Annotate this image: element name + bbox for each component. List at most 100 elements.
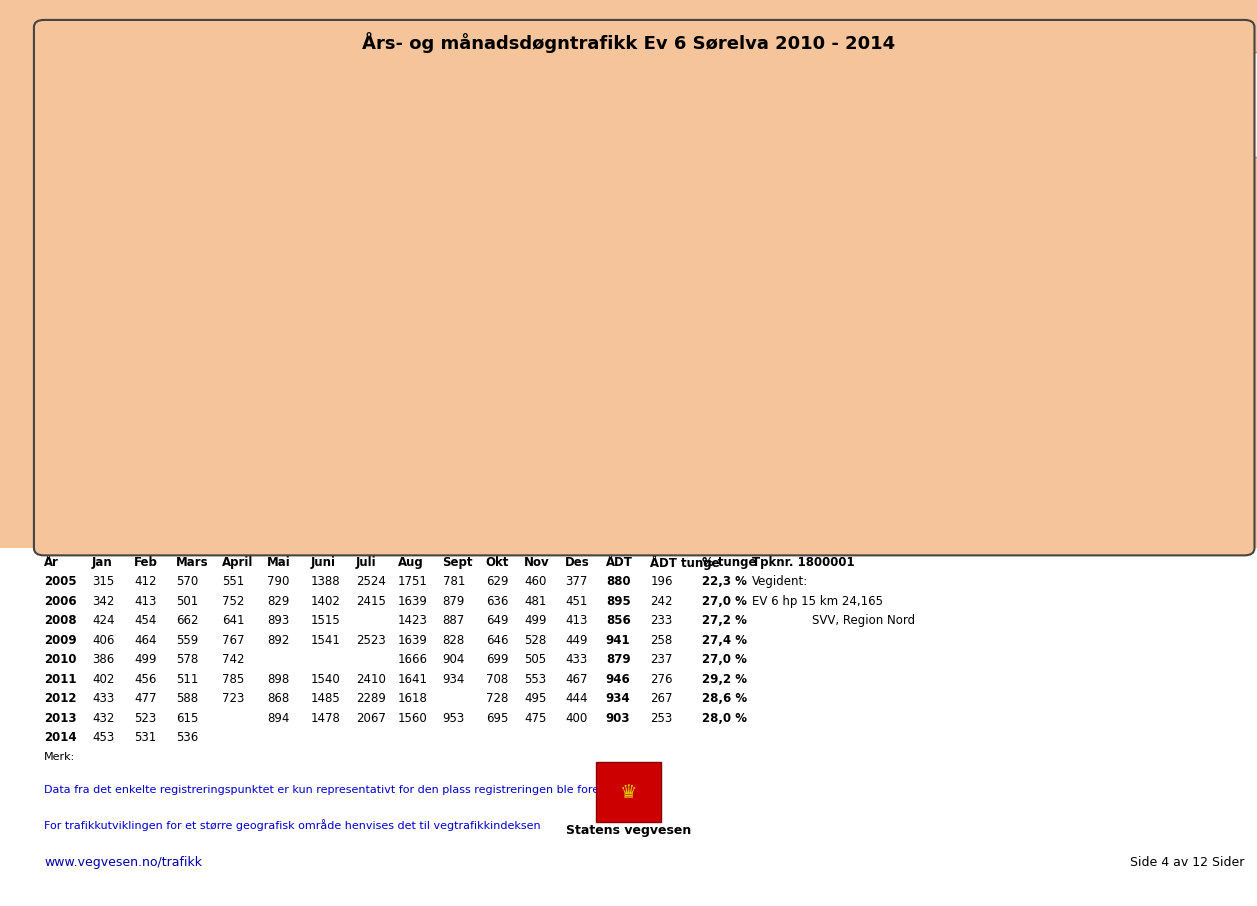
Text: Aug: Aug — [398, 556, 424, 569]
Text: Des: Des — [564, 556, 590, 569]
Bar — [596, 105, 607, 530]
Text: 880: 880 — [606, 575, 631, 588]
Bar — [747, 371, 758, 530]
Text: 553: 553 — [524, 673, 547, 686]
Text: 781: 781 — [442, 575, 465, 588]
Text: 505: 505 — [524, 653, 547, 666]
Bar — [1096, 365, 1107, 530]
Text: 276: 276 — [650, 673, 672, 686]
Text: 528: 528 — [524, 634, 547, 647]
Text: Statens vegvesen: Statens vegvesen — [566, 824, 691, 837]
Text: 258: 258 — [650, 634, 672, 647]
Text: 1560: 1560 — [398, 712, 427, 725]
Text: 934: 934 — [606, 692, 631, 705]
Text: 588: 588 — [176, 692, 199, 705]
Text: 499: 499 — [134, 653, 157, 666]
Text: 27,0 %: 27,0 % — [701, 653, 747, 666]
Text: 456: 456 — [134, 673, 156, 686]
Text: 767: 767 — [221, 634, 244, 647]
Text: 2067: 2067 — [356, 712, 386, 725]
Text: 424: 424 — [92, 614, 114, 627]
Text: 1423: 1423 — [398, 614, 427, 627]
Text: 752: 752 — [221, 595, 244, 608]
Bar — [910, 441, 920, 530]
Text: 477: 477 — [134, 692, 157, 705]
Text: 406: 406 — [92, 634, 114, 647]
Text: 895: 895 — [606, 595, 631, 608]
Text: 790: 790 — [268, 575, 289, 588]
Bar — [618, 166, 630, 530]
Text: Jan: Jan — [92, 556, 113, 569]
Text: 559: 559 — [176, 634, 199, 647]
Text: 464: 464 — [134, 634, 157, 647]
Bar — [828, 407, 840, 530]
Text: 451: 451 — [564, 595, 587, 608]
Text: 412: 412 — [134, 575, 157, 588]
Text: 785: 785 — [221, 673, 244, 686]
Text: 460: 460 — [524, 575, 547, 588]
Bar — [293, 421, 304, 530]
Text: 2008: 2008 — [44, 614, 77, 627]
Text: 444: 444 — [564, 692, 587, 705]
Bar — [118, 454, 129, 530]
Text: Vegident:: Vegident: — [752, 575, 808, 588]
Bar — [270, 440, 280, 530]
Bar — [1085, 363, 1095, 530]
Text: 1388: 1388 — [310, 575, 341, 588]
Bar — [689, 245, 700, 530]
Text: 708: 708 — [485, 673, 508, 686]
Text: Nov: Nov — [524, 556, 549, 569]
Text: 1478: 1478 — [310, 712, 341, 725]
Text: 27,2 %: 27,2 % — [701, 614, 747, 627]
Text: 2005: 2005 — [44, 575, 77, 588]
Text: 386: 386 — [92, 653, 114, 666]
Text: 898: 898 — [268, 673, 289, 686]
Text: ÅDT tunge: ÅDT tunge — [650, 554, 720, 570]
Text: 27,0 %: 27,0 % — [701, 595, 747, 608]
Bar — [445, 377, 455, 530]
Bar — [176, 442, 187, 530]
Text: 1402: 1402 — [310, 595, 341, 608]
Text: 233: 233 — [650, 614, 672, 627]
Bar — [224, 437, 234, 530]
Bar — [596, 763, 661, 823]
Bar — [189, 449, 200, 530]
Bar — [514, 258, 525, 530]
Text: Okt: Okt — [485, 556, 509, 569]
Text: 1618: 1618 — [398, 692, 427, 705]
Text: 649: 649 — [485, 614, 508, 627]
Text: 646: 646 — [485, 634, 508, 647]
Bar — [607, 127, 618, 530]
Text: 2012: 2012 — [44, 692, 77, 705]
Text: For trafikkutviklingen for et større geografisk område henvises det til vegtrafi: For trafikkutviklingen for et større geo… — [44, 819, 541, 831]
Text: 27,4 %: 27,4 % — [701, 634, 747, 647]
Text: 531: 531 — [134, 731, 156, 744]
Text: 1485: 1485 — [310, 692, 341, 705]
Text: 481: 481 — [524, 595, 547, 608]
Bar — [525, 268, 537, 530]
Text: 578: 578 — [176, 653, 199, 666]
Text: 237: 237 — [650, 653, 672, 666]
Text: 2014: 2014 — [44, 731, 77, 744]
Bar — [363, 402, 373, 530]
Text: 413: 413 — [134, 595, 156, 608]
Text: 1751: 1751 — [398, 575, 427, 588]
Text: SVV, Region Nord: SVV, Region Nord — [752, 614, 915, 627]
Text: 1541: 1541 — [310, 634, 341, 647]
Text: 342: 342 — [92, 595, 114, 608]
Text: 2011: 2011 — [44, 673, 77, 686]
Text: 903: 903 — [606, 712, 630, 725]
Bar — [432, 371, 444, 530]
Bar — [131, 454, 141, 530]
Text: 893: 893 — [268, 614, 289, 627]
Text: 879: 879 — [606, 653, 631, 666]
Bar — [305, 436, 316, 530]
Text: ♛: ♛ — [620, 783, 637, 802]
Bar — [921, 432, 933, 530]
Bar — [538, 269, 548, 530]
Text: 29,2 %: 29,2 % — [701, 673, 747, 686]
Text: 413: 413 — [564, 614, 587, 627]
Text: 449: 449 — [564, 634, 587, 647]
Text: 253: 253 — [650, 712, 672, 725]
Bar — [1072, 375, 1084, 530]
